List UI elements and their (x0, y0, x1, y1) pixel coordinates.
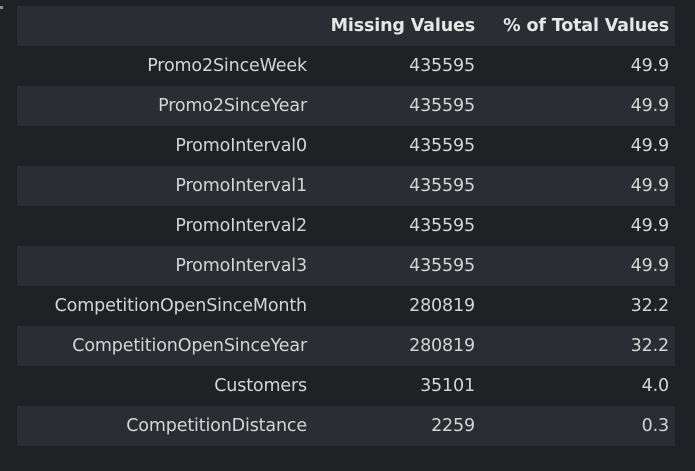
table-row: CompetitionOpenSinceMonth 280819 32.2 (17, 286, 675, 326)
index-column-header (17, 6, 313, 46)
percent-total-cell: 49.9 (630, 176, 670, 196)
percent-total-cell: 49.9 (630, 256, 670, 276)
row-index-label: CompetitionOpenSinceYear (72, 336, 307, 356)
output-gutter-marker (0, 6, 3, 9)
row-index-label: PromoInterval1 (175, 176, 307, 196)
table-row: Promo2SinceWeek 435595 49.9 (17, 46, 675, 86)
missing-values-cell: 435595 (409, 136, 475, 156)
row-index-label: CompetitionOpenSinceMonth (54, 296, 308, 316)
row-index-label: PromoInterval3 (175, 256, 307, 276)
percent-total-cell: 49.9 (630, 56, 670, 76)
percent-total-cell: 32.2 (630, 296, 670, 316)
missing-values-cell: 35101 (420, 376, 475, 396)
missing-values-cell: 435595 (409, 96, 475, 116)
missing-values-cell: 435595 (409, 176, 475, 196)
percent-total-cell: 49.9 (630, 216, 670, 236)
row-index-label: Promo2SinceWeek (147, 56, 307, 76)
missing-values-column-header: Missing Values (330, 16, 476, 36)
missing-values-cell: 280819 (409, 336, 475, 356)
missing-values-table: Missing Values % of Total Values Promo2S… (17, 6, 675, 446)
percent-total-cell: 49.9 (630, 96, 670, 116)
table-row: CompetitionDistance 2259 0.3 (17, 406, 675, 446)
table-row: PromoInterval0 435595 49.9 (17, 126, 675, 166)
missing-values-cell: 2259 (431, 416, 475, 436)
percent-total-cell: 4.0 (641, 376, 670, 396)
percent-total-column-header: % of Total Values (503, 16, 669, 36)
missing-values-cell: 435595 (409, 256, 475, 276)
row-index-label: PromoInterval0 (175, 136, 307, 156)
row-index-label: Promo2SinceYear (158, 96, 307, 116)
missing-values-cell: 435595 (409, 216, 475, 236)
row-index-label: Customers (214, 376, 307, 396)
row-index-label: PromoInterval2 (175, 216, 307, 236)
table-row: Customers 35101 4.0 (17, 366, 675, 406)
table-row: Promo2SinceYear 435595 49.9 (17, 86, 675, 126)
percent-total-cell: 32.2 (630, 336, 670, 356)
percent-total-cell: 0.3 (641, 416, 670, 436)
table-row: PromoInterval1 435595 49.9 (17, 166, 675, 206)
table-row: CompetitionOpenSinceYear 280819 32.2 (17, 326, 675, 366)
missing-values-cell: 280819 (409, 296, 475, 316)
row-index-label: CompetitionDistance (126, 416, 307, 436)
missing-values-cell: 435595 (409, 56, 475, 76)
table-header-row: Missing Values % of Total Values (17, 6, 675, 46)
table-row: PromoInterval3 435595 49.9 (17, 246, 675, 286)
table-row: PromoInterval2 435595 49.9 (17, 206, 675, 246)
percent-total-cell: 49.9 (630, 136, 670, 156)
